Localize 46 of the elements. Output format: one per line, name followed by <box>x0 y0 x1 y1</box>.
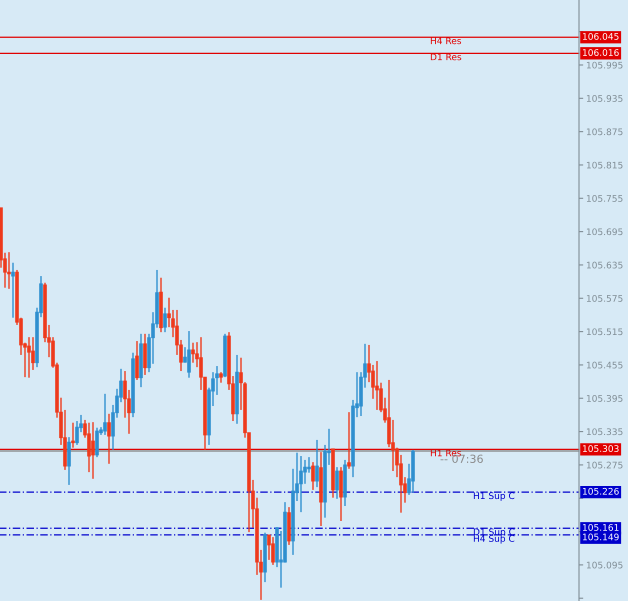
y-tick-label: 105.935 <box>586 95 622 102</box>
text: 106.045 <box>582 33 619 40</box>
candlestick <box>271 536 275 566</box>
candlestick <box>311 461 315 491</box>
y-tick-label: 105.095 <box>586 562 622 568</box>
ref-line-label: H4 Res <box>430 37 462 44</box>
candlestick <box>91 421 95 480</box>
candlestick <box>347 411 351 470</box>
candlestick <box>299 455 303 513</box>
candlestick <box>315 439 319 488</box>
y-tick-label: 105.455 <box>586 362 622 368</box>
y-tick-label: 105.695 <box>586 228 622 236</box>
text: 105.149 <box>582 534 619 540</box>
text: 105.303 <box>582 445 619 452</box>
candlestick <box>7 251 11 290</box>
text: 106.016 <box>582 49 619 56</box>
candlestick <box>11 262 15 318</box>
text: 105.161 <box>582 524 618 531</box>
y-tick-label: 105.335 <box>586 428 622 436</box>
candlestick <box>267 534 271 561</box>
candlestick <box>163 307 167 333</box>
y-tick-label: 105.575 <box>586 295 622 302</box>
candlestick <box>107 413 111 464</box>
candlestick <box>187 330 191 378</box>
y-tick-label: 105.995 <box>586 62 622 69</box>
candlestick <box>191 342 195 364</box>
candlestick <box>335 466 339 500</box>
candlestick <box>67 436 71 486</box>
y-tick-label: 105.815 <box>586 162 622 169</box>
ref-line-label: H1 Sup C <box>474 492 514 501</box>
candlestick <box>219 371 223 384</box>
y-tick-label: 105.395 <box>586 394 622 402</box>
y-tick-label: 105.875 <box>586 128 622 136</box>
y-tick-label: 105.635 <box>586 262 622 269</box>
candlestick <box>307 456 311 474</box>
candlestick <box>103 393 107 436</box>
y-tick-label: 105.515 <box>586 328 622 336</box>
y-tick-label: 105.275 <box>586 462 622 468</box>
candlestick <box>95 427 99 458</box>
candlestick <box>135 340 139 381</box>
candlestick <box>375 360 379 411</box>
text: 105.226 <box>582 488 619 495</box>
y-tick-label: 105.755 <box>586 195 622 202</box>
candlestick <box>143 333 147 376</box>
candlestick <box>27 336 31 378</box>
candlestick <box>71 422 75 448</box>
